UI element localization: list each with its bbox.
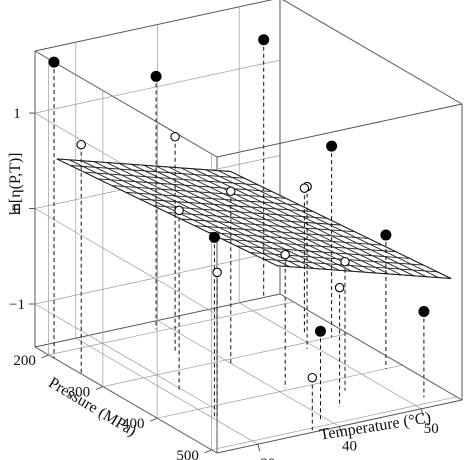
z-tick-label: −1 xyxy=(9,297,25,313)
y-tick-mark xyxy=(150,417,158,422)
surface-mesh-line xyxy=(56,158,231,172)
surface-mesh-line xyxy=(139,198,314,213)
box-edge xyxy=(216,103,463,158)
box-edge xyxy=(34,346,218,454)
x-tick-label: 30 xyxy=(260,456,275,460)
data-point-open xyxy=(170,132,180,142)
surface-mesh-line xyxy=(125,191,300,206)
x-tick-label: 50 xyxy=(424,421,439,437)
data-point-open xyxy=(307,372,318,383)
data-point-filled xyxy=(258,34,270,46)
data-point-filled xyxy=(208,231,220,243)
grid-line xyxy=(75,337,258,445)
data-point-filled xyxy=(418,306,430,317)
grid-line xyxy=(34,208,218,315)
data-point-open xyxy=(212,267,222,278)
data-point-filled xyxy=(380,229,392,241)
data-point-open xyxy=(299,183,310,193)
data-point-open xyxy=(174,205,184,216)
surface-mesh-line xyxy=(277,265,452,279)
x-tick-mark xyxy=(257,444,261,452)
surface-mesh-line xyxy=(166,211,341,226)
z-tick-label: 0 xyxy=(13,202,21,218)
box-edge xyxy=(279,293,463,401)
drop-lines xyxy=(53,39,425,431)
y-tick-label: 400 xyxy=(122,416,145,432)
y-tick-label: 500 xyxy=(176,448,199,460)
data-point-filled xyxy=(315,325,326,337)
z-tick-label: 1 xyxy=(13,106,21,122)
surface-mesh-line xyxy=(111,185,286,199)
surface-mesh-line xyxy=(222,238,397,253)
x-tick-label: 40 xyxy=(342,439,357,455)
surface-mesh-line xyxy=(84,171,259,186)
data-point-filled xyxy=(326,140,338,152)
surface-mesh-line xyxy=(208,231,383,246)
x-tick-mark xyxy=(339,426,342,434)
y-tick-label: 200 xyxy=(13,353,36,369)
x-tick-mark xyxy=(420,408,424,416)
y-axis-title: Pressure (MPa) xyxy=(45,374,139,440)
data-point-filled xyxy=(150,70,162,82)
y-tick-mark xyxy=(95,386,104,391)
data-point-open xyxy=(76,139,86,150)
z-axis-title: ln[η(P,T)] xyxy=(7,152,24,215)
surface-mesh-line xyxy=(98,178,273,193)
surface-mesh-line xyxy=(235,245,410,259)
fitted-surface xyxy=(56,158,452,279)
surface-mesh-line xyxy=(194,225,369,239)
data-point-open xyxy=(340,256,350,267)
y-tick-mark xyxy=(204,449,212,454)
box-edge xyxy=(34,50,218,158)
grid-line xyxy=(239,302,422,410)
data-points xyxy=(48,34,430,383)
grid-line xyxy=(157,320,340,427)
box-edge xyxy=(282,0,463,105)
surface-mesh-line xyxy=(180,218,355,233)
data-point-filled xyxy=(48,56,60,68)
tick-labels: −1 0 1 200 300 400 500 30 40 50 xyxy=(9,106,439,460)
y-tick-mark xyxy=(41,354,49,359)
surface-mesh-line xyxy=(249,252,424,266)
data-point-open xyxy=(334,282,345,293)
surface-mesh-line xyxy=(70,165,245,179)
data-point-open xyxy=(226,186,236,197)
y-tick-label: 300 xyxy=(68,385,91,401)
surface-mesh-line xyxy=(263,258,438,273)
grid-line xyxy=(34,303,218,411)
data-point-open xyxy=(280,249,290,260)
